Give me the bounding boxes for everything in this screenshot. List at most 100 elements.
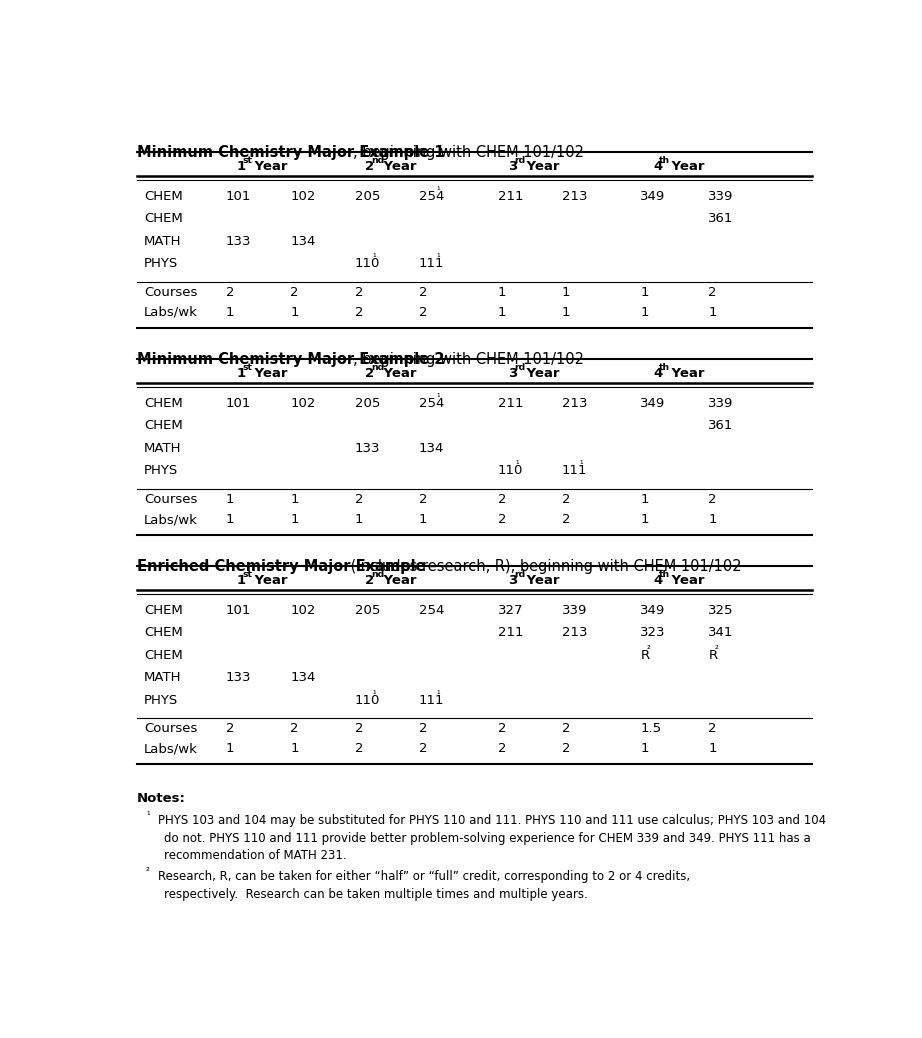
Text: 1: 1: [290, 306, 299, 319]
Text: , beginning with CHEM 101/102: , beginning with CHEM 101/102: [353, 352, 584, 366]
Text: Enriched Chemistry Major Example: Enriched Chemistry Major Example: [136, 558, 425, 574]
Text: 2: 2: [498, 513, 506, 526]
Text: Year: Year: [667, 366, 704, 380]
Text: PHYS: PHYS: [144, 257, 178, 270]
Text: (includes research, R), beginning with CHEM 101/102: (includes research, R), beginning with C…: [347, 558, 742, 574]
Text: 102: 102: [290, 398, 315, 410]
Text: CHEM: CHEM: [144, 604, 183, 618]
Text: 1: 1: [708, 742, 716, 756]
Text: 2: 2: [290, 722, 299, 735]
Text: rd: rd: [514, 363, 526, 372]
Text: 1: 1: [226, 513, 234, 526]
Text: st: st: [242, 363, 253, 372]
Text: 339: 339: [561, 604, 587, 618]
Text: 2: 2: [498, 493, 506, 506]
Text: 254: 254: [419, 604, 444, 618]
Text: CHEM: CHEM: [144, 627, 183, 639]
Text: 110: 110: [355, 257, 380, 270]
Text: 254: 254: [419, 398, 444, 410]
Text: 110: 110: [498, 464, 523, 477]
Text: ¹: ¹: [515, 461, 519, 469]
Text: 2: 2: [355, 493, 363, 506]
Text: Year: Year: [250, 160, 288, 172]
Text: 3: 3: [508, 366, 517, 380]
Text: 2: 2: [226, 286, 234, 299]
Text: ¹: ¹: [437, 186, 441, 195]
Text: MATH: MATH: [144, 442, 182, 455]
Text: 2: 2: [419, 493, 428, 506]
Text: 2: 2: [355, 722, 363, 735]
Text: 327: 327: [498, 604, 523, 618]
Text: MATH: MATH: [144, 235, 182, 248]
Text: Year: Year: [379, 574, 416, 586]
Text: CHEM: CHEM: [144, 398, 183, 410]
Text: ²: ²: [146, 867, 150, 876]
Text: st: st: [242, 570, 253, 579]
Text: 1: 1: [237, 366, 246, 380]
Text: 2: 2: [419, 306, 428, 319]
Text: 2: 2: [561, 493, 571, 506]
Text: Year: Year: [522, 366, 559, 380]
Text: 339: 339: [708, 190, 734, 203]
Text: 2: 2: [365, 366, 374, 380]
Text: Year: Year: [379, 366, 416, 380]
Text: nd: nd: [372, 363, 384, 372]
Text: 1: 1: [355, 513, 363, 526]
Text: CHEM: CHEM: [144, 190, 183, 203]
Text: 134: 134: [290, 235, 315, 248]
Text: 1: 1: [226, 306, 234, 319]
Text: 2: 2: [498, 722, 506, 735]
Text: ¹: ¹: [437, 393, 441, 403]
Text: Year: Year: [667, 574, 704, 586]
Text: ¹: ¹: [580, 461, 584, 469]
Text: Minimum Chemistry Major Example 2: Minimum Chemistry Major Example 2: [136, 352, 444, 366]
Text: 3: 3: [508, 160, 517, 172]
Text: 2: 2: [561, 742, 571, 756]
Text: Labs/wk: Labs/wk: [144, 306, 197, 319]
Text: Labs/wk: Labs/wk: [144, 513, 197, 526]
Text: 349: 349: [641, 190, 666, 203]
Text: 133: 133: [355, 442, 380, 455]
Text: 323: 323: [641, 627, 666, 639]
Text: 1: 1: [561, 306, 571, 319]
Text: th: th: [659, 363, 670, 372]
Text: nd: nd: [372, 156, 384, 165]
Text: 134: 134: [290, 672, 315, 684]
Text: 1: 1: [290, 513, 299, 526]
Text: 2: 2: [419, 722, 428, 735]
Text: respectively.  Research can be taken multiple times and multiple years.: respectively. Research can be taken mult…: [164, 887, 587, 901]
Text: 133: 133: [226, 235, 252, 248]
Text: 4: 4: [653, 366, 663, 380]
Text: 2: 2: [226, 722, 234, 735]
Text: 4: 4: [653, 574, 663, 586]
Text: 134: 134: [419, 442, 444, 455]
Text: Year: Year: [250, 574, 288, 586]
Text: 102: 102: [290, 190, 315, 203]
Text: 254: 254: [419, 190, 444, 203]
Text: ¹: ¹: [437, 253, 441, 263]
Text: 211: 211: [498, 627, 523, 639]
Text: 1: 1: [226, 493, 234, 506]
Text: Courses: Courses: [144, 722, 197, 735]
Text: 205: 205: [355, 398, 380, 410]
Text: 205: 205: [355, 604, 380, 618]
Text: PHYS: PHYS: [144, 693, 178, 707]
Text: 1: 1: [290, 493, 299, 506]
Text: 361: 361: [708, 419, 734, 433]
Text: 133: 133: [226, 672, 252, 684]
Text: 3: 3: [508, 574, 517, 586]
Text: 213: 213: [561, 190, 587, 203]
Text: 211: 211: [498, 190, 523, 203]
Text: CHEM: CHEM: [144, 649, 183, 662]
Text: 1: 1: [237, 574, 246, 586]
Text: R: R: [708, 649, 717, 662]
Text: 111: 111: [419, 257, 444, 270]
Text: 2: 2: [355, 742, 363, 756]
Text: 2: 2: [365, 160, 374, 172]
Text: 1: 1: [226, 742, 234, 756]
Text: Year: Year: [522, 160, 559, 172]
Text: nd: nd: [372, 570, 384, 579]
Text: 1: 1: [498, 306, 506, 319]
Text: 2: 2: [708, 493, 716, 506]
Text: 211: 211: [498, 398, 523, 410]
